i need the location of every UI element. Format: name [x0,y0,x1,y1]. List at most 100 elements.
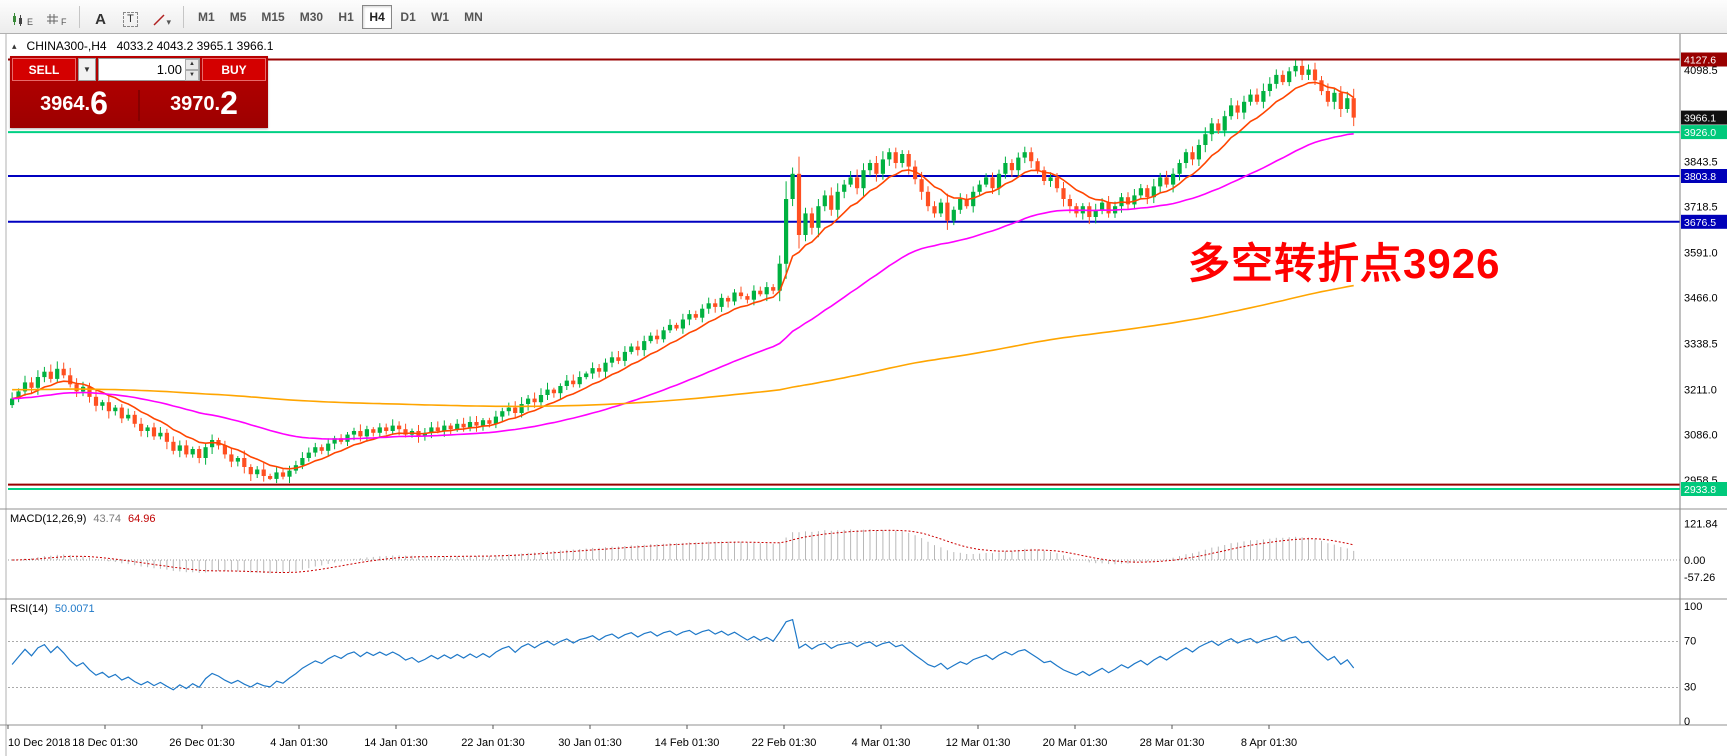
svg-text:3466.0: 3466.0 [1684,293,1718,305]
svg-text:3843.5: 3843.5 [1684,157,1718,169]
timeframe-h4[interactable]: H4 [362,4,393,29]
rsi-line [11,618,1355,691]
time-axis-label: 4 Mar 01:30 [852,737,911,749]
rsi-label: RSI(14) 50.0071 [10,603,95,615]
price-badge-3676.5 [1681,214,1727,229]
price-badge-3926.0 [1681,125,1727,140]
toolbar-separator [78,5,80,28]
svg-text:3676.5: 3676.5 [1684,217,1716,229]
svg-text:3211.0: 3211.0 [1684,384,1717,396]
time-axis-label: 28 Mar 01:30 [1140,737,1205,749]
time-axis-label: 20 Mar 01:30 [1043,737,1108,749]
chart-annotation[interactable]: 多空转折点3926 [1188,240,1501,287]
ohlc-values: 4033.2 4043.2 3965.1 3966.1 [116,39,274,53]
svg-text:100: 100 [1684,601,1702,613]
svg-text:121.84: 121.84 [1684,518,1718,530]
line-tools-icon[interactable]: ▾ [147,4,177,30]
macd-label: MACD(12,26,9) 43.74 64.96 [10,513,155,525]
price-badge-3966.1 [1681,110,1727,125]
price-badge-2933.8 [1681,482,1727,496]
macd-signal-value: 64.96 [127,513,156,525]
time-axis-label: 12 Mar 01:30 [946,737,1011,749]
timeframe-w1[interactable]: W1 [424,5,456,29]
timeframe-m15[interactable]: M15 [254,5,291,29]
timeframe-m1[interactable]: M1 [191,5,222,29]
chart-title: ▴ CHINA300-,H4 4033.2 4043.2 3965.1 3966… [12,39,273,53]
buy-price-pip: 2 [220,84,238,121]
time-axis-label: 26 Dec 01:30 [169,737,234,749]
text-glyph: A [95,10,106,28]
time-axis-label: 22 Jan 01:30 [461,737,525,749]
volume-control: 1.00 ▲ ▼ [98,58,200,81]
time-axis-label: 14 Jan 01:30 [364,737,428,749]
macd-name: MACD(12,26,9) [10,513,87,525]
price-divider [138,89,140,122]
mini-candles-icon [13,12,22,26]
svg-text:4098.5: 4098.5 [1684,65,1718,77]
price-badge-4127.6 [1681,52,1727,67]
svg-text:4127.6: 4127.6 [1684,55,1716,67]
sell-price[interactable]: 3964. 6 [10,84,138,121]
buy-button[interactable]: BUY [202,58,266,81]
svg-text:3591.0: 3591.0 [1684,248,1718,260]
text-tool-icon[interactable]: A [87,4,115,30]
buy-price-main: 3970. [170,92,221,115]
grid-icon [47,13,59,24]
candlesticks [10,60,1356,484]
macd-signal-line [12,529,1354,574]
toolbar-separator [183,5,185,28]
horizontal-lines [8,58,1680,490]
trade-panel-controls: SELL ▼ 1.00 ▲ ▼ BUY [10,56,268,83]
time-axis-label: 18 Dec 01:30 [72,737,137,749]
collapse-icon[interactable]: ▴ [12,40,17,51]
chart-window: 4098.5 3843.5 3718.5 3591.0 3466.0 3338.5 3211… [0,34,1727,756]
buy-price[interactable]: 3970. 2 [140,84,268,121]
trade-panel-prices: 3964. 6 3970. 2 [10,83,268,128]
data-grid-icon[interactable]: F [40,4,72,30]
timeframe-mn[interactable]: MN [457,5,490,29]
price-badge-3803.8 [1681,169,1727,183]
timeframe-h1[interactable]: H1 [331,5,361,29]
textbox-tool-icon[interactable]: T [117,4,145,30]
grid-glyph: F [61,16,67,27]
chart-canvas[interactable]: 4098.5 3843.5 3718.5 3591.0 3466.0 3338.5 3211… [0,34,1727,756]
volume-down-button[interactable]: ▼ [185,69,199,81]
svg-text:0: 0 [1684,716,1690,728]
macd-main-value: 43.74 [93,513,121,525]
sell-button[interactable]: SELL [12,58,76,81]
time-axis-label: 14 Feb 01:30 [655,737,720,749]
timeframe-d1[interactable]: D1 [393,5,423,29]
svg-text:-57.26: -57.26 [1684,572,1715,584]
expert-chart-icon[interactable]: E [6,4,38,30]
expert-glyph: E [27,16,34,27]
macd-histogram [18,529,1355,574]
time-axis: 10 Dec 2018 18 Dec 01:30 26 Dec 01:30 4 Jan… [7,725,1297,749]
svg-text:0.00: 0.00 [1684,555,1705,567]
svg-text:3926.0: 3926.0 [1684,127,1716,139]
rsi-name: RSI(14) [10,603,48,615]
volume-input[interactable]: 1.00 [156,62,182,77]
timeframe-m5[interactable]: M5 [223,5,254,29]
timeframe-buttons: M1 M5 M15 M30 H1 H4 D1 W1 MN [191,4,490,29]
time-axis-label: 30 Jan 01:30 [558,737,622,749]
time-axis-label: 10 Dec 2018 [8,737,70,749]
chevron-down-icon: ▾ [166,16,172,27]
svg-text:3338.5: 3338.5 [1684,338,1718,350]
volume-dropdown-button[interactable]: ▼ [78,58,96,81]
svg-text:3966.1: 3966.1 [1684,113,1716,125]
sell-price-pip: 6 [90,84,108,121]
ma-line-mid [12,133,1354,440]
volume-up-button[interactable]: ▲ [185,58,199,70]
timeframe-m30[interactable]: M30 [293,5,330,29]
volume-spinner: ▲ ▼ [185,58,199,81]
ma-line-fast [11,81,1355,470]
time-axis-label: 4 Jan 01:30 [270,737,328,749]
trade-panel: SELL ▼ 1.00 ▲ ▼ BUY 3964. 6 3970. 2 [10,56,268,128]
symbol-timeframe: CHINA300-,H4 [26,39,107,53]
time-axis-label: 8 Apr 01:30 [1241,737,1297,749]
svg-text:30: 30 [1684,682,1696,694]
sell-price-main: 3964. [40,92,91,115]
svg-text:3803.8: 3803.8 [1684,171,1716,183]
ma-line-slow [12,284,1354,408]
svg-text:3086.0: 3086.0 [1684,429,1718,441]
